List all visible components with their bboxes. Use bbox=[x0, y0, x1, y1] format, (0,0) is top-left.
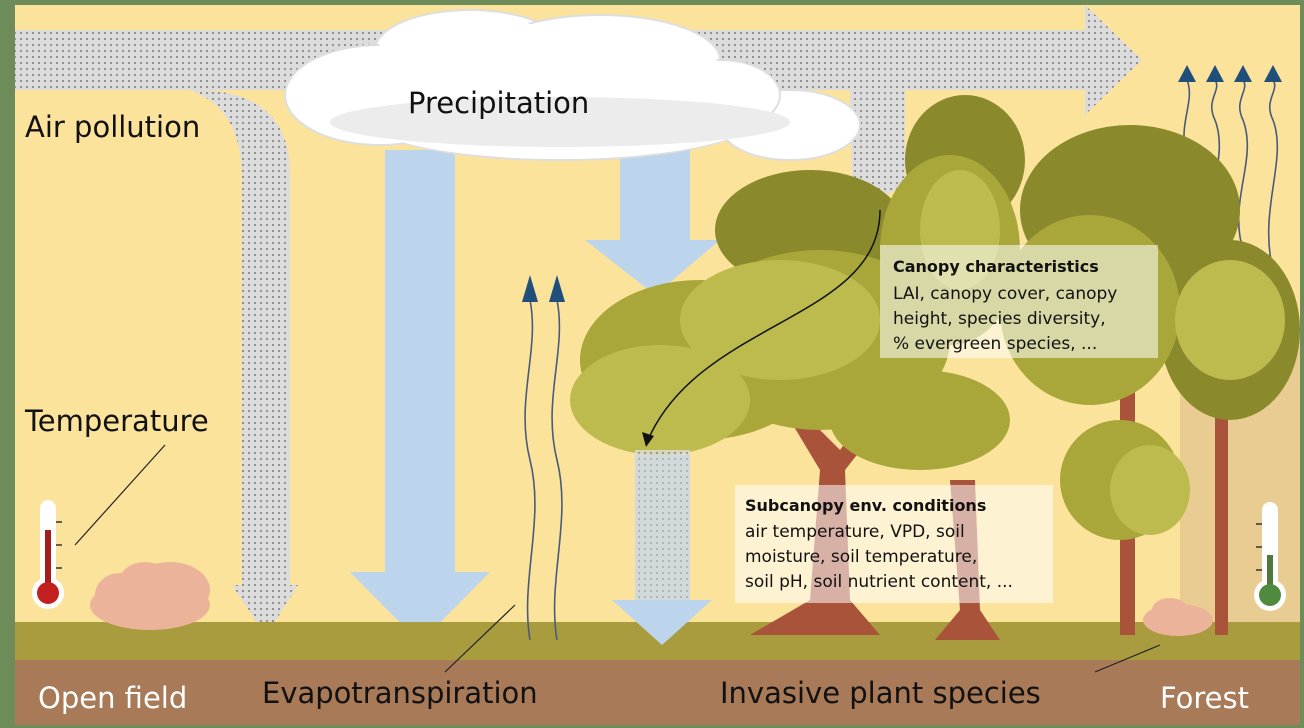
subcanopy-title: Subcanopy env. conditions bbox=[745, 496, 986, 515]
canopy-box bbox=[880, 245, 1158, 358]
vapour-head-part bbox=[1178, 65, 1196, 82]
thermometer-forest-part bbox=[1259, 584, 1281, 606]
shrub bbox=[90, 562, 1213, 636]
precipitation-label: Precipitation bbox=[408, 86, 589, 120]
vapour-part bbox=[524, 299, 536, 641]
vapour-head bbox=[522, 65, 1282, 302]
throughfall-head bbox=[612, 600, 712, 645]
interception-head bbox=[642, 432, 654, 447]
invasive-species-label: Invasive plant species bbox=[720, 676, 1041, 710]
thermometer-forest-part bbox=[1267, 555, 1273, 595]
shrub-part bbox=[1152, 598, 1188, 622]
pollution-arrow-part bbox=[190, 90, 298, 636]
vapour-head-part bbox=[549, 275, 565, 302]
evapotranspiration-label: Evapotranspiration bbox=[262, 676, 538, 710]
tree-crowns-light-part bbox=[680, 260, 880, 380]
vapour-head-part bbox=[1206, 65, 1224, 82]
thermometer-open-part bbox=[56, 521, 62, 569]
tree-crowns-light-part bbox=[1175, 260, 1285, 380]
vapour-head-part bbox=[522, 275, 538, 302]
canopy-title: Canopy characteristics bbox=[893, 257, 1099, 276]
trunks-part bbox=[1215, 380, 1228, 635]
subcanopy-line: moisture, soil temperature, bbox=[745, 547, 977, 567]
canopy-line: % evergreen species, ... bbox=[893, 334, 1097, 354]
temperature-label: Temperature bbox=[24, 404, 209, 438]
thermometer-forest bbox=[1254, 502, 1286, 611]
thermometer-forest-part bbox=[1256, 523, 1262, 571]
subcanopy-box bbox=[735, 485, 1053, 603]
tree-crown bbox=[830, 370, 1010, 470]
vapour-head-part bbox=[1234, 65, 1252, 82]
subcanopy-line: soil pH, soil nutrient content, ... bbox=[745, 572, 1013, 592]
canopy-line: LAI, canopy cover, canopy bbox=[893, 284, 1117, 304]
thermometer-open-part bbox=[45, 530, 51, 595]
tree-crowns-light-part bbox=[1110, 445, 1190, 535]
subcanopy-line: air temperature, VPD, soil bbox=[745, 522, 965, 542]
forest-label: Forest bbox=[1160, 681, 1249, 715]
precipitation-arrow-part bbox=[350, 150, 490, 643]
precipitation-arrow bbox=[350, 150, 720, 643]
leader-line-part bbox=[74, 444, 166, 546]
open-field-label: Open field bbox=[38, 681, 187, 715]
throughfall bbox=[635, 450, 690, 600]
cloud-shade bbox=[330, 97, 790, 147]
shrub-part bbox=[120, 562, 170, 598]
tree-crowns-light-part bbox=[570, 345, 750, 455]
thermometer-open-part bbox=[37, 582, 59, 604]
vapour-part bbox=[1267, 79, 1279, 271]
throughfall-tint bbox=[635, 455, 690, 605]
canopy-line: height, species diversity, bbox=[893, 309, 1106, 329]
interception-arrow bbox=[647, 209, 881, 441]
pollution-arrow-part bbox=[850, 90, 905, 198]
leader-line bbox=[74, 444, 1161, 673]
vapour-head-part bbox=[1264, 65, 1282, 82]
vapour bbox=[524, 79, 1279, 641]
soil bbox=[15, 660, 1300, 725]
pollution-arrow-part bbox=[1085, 5, 1142, 115]
leader-line-part bbox=[1094, 644, 1161, 673]
vapour-part bbox=[551, 299, 563, 641]
air-pollution-label: Air pollution bbox=[25, 110, 200, 144]
leader-line-part bbox=[444, 604, 516, 673]
thermometer-forest-part bbox=[1262, 502, 1278, 602]
tree-crowns-light bbox=[570, 170, 1285, 535]
thermometer-open bbox=[32, 500, 64, 609]
precipitation-arrow-part bbox=[585, 150, 720, 295]
pollution-arrow bbox=[15, 5, 1142, 636]
